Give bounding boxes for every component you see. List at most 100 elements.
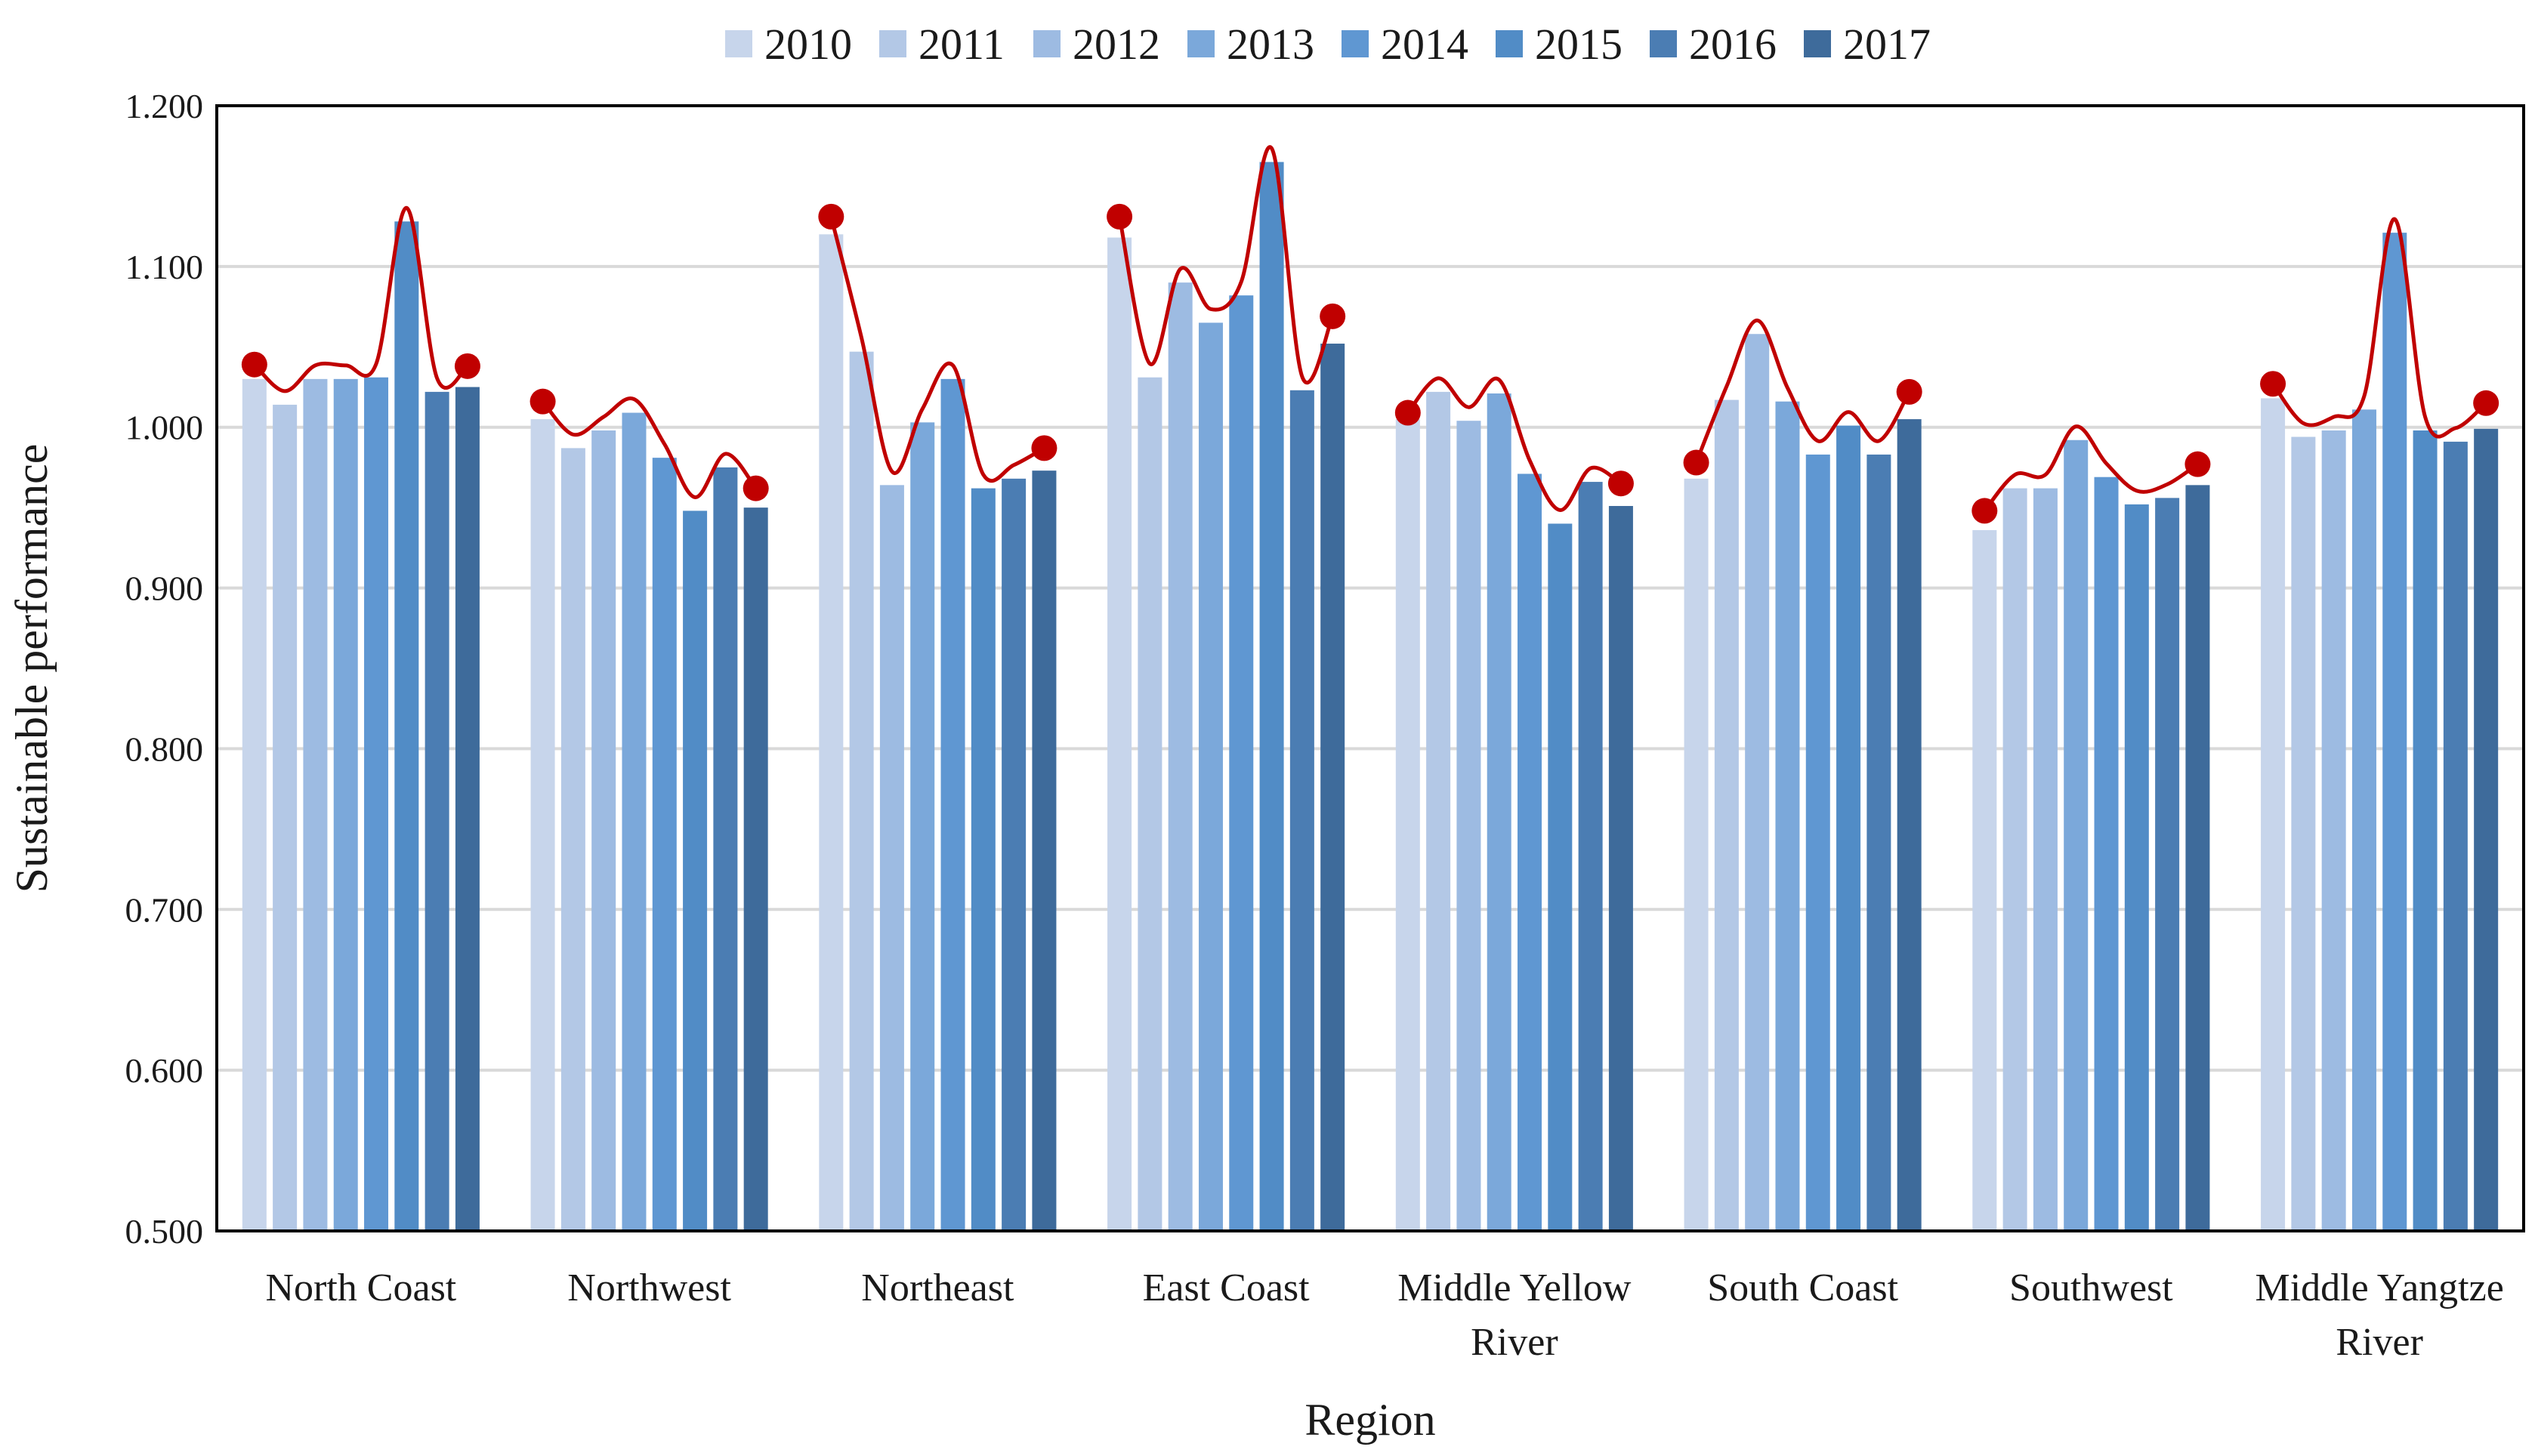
bar-2013 <box>1487 393 1511 1231</box>
trend-marker-start <box>1683 449 1709 476</box>
y-tick-label: 0.700 <box>125 890 204 929</box>
trend-line <box>1117 145 1335 385</box>
legend-swatch-2012 <box>1033 30 1061 57</box>
bar-2011 <box>2291 436 2316 1231</box>
legend-swatch-2011 <box>879 30 906 57</box>
y-tick-label: 1.200 <box>125 87 204 125</box>
x-category-label: River <box>1471 1321 1558 1364</box>
legend-label-2012: 2012 <box>1073 20 1160 69</box>
trend-marker-start <box>1971 498 1998 524</box>
x-category-label: East Coast <box>1143 1266 1311 1309</box>
bar-2013 <box>333 378 358 1231</box>
x-category-label: River <box>2336 1321 2423 1364</box>
bar-group <box>242 162 2499 1232</box>
bar-2017 <box>455 387 480 1231</box>
legend-label-2013: 2013 <box>1227 20 1314 69</box>
legend-label-2014: 2014 <box>1381 20 1468 69</box>
legend-label-2015: 2015 <box>1535 20 1623 69</box>
legend-swatch-2015 <box>1496 30 1523 57</box>
bar-2016 <box>713 467 738 1231</box>
y-axis-ticks: 0.500 0.600 0.700 0.800 0.900 1.000 1.100 1.200 <box>125 87 204 1251</box>
trend-line <box>1983 424 2199 513</box>
bar-2016 <box>1866 454 1891 1231</box>
trend-marker-end <box>454 353 480 379</box>
trend-lines <box>253 145 2487 513</box>
trend-line <box>2271 217 2487 439</box>
bar-2012 <box>1456 421 1481 1232</box>
bar-2015 <box>1548 523 1573 1231</box>
bar-2015 <box>2124 504 2149 1231</box>
legend-swatch-2014 <box>1342 30 1369 57</box>
trend-marker-start <box>241 351 267 378</box>
y-tick-label: 1.100 <box>125 248 204 286</box>
bar-2016 <box>1289 390 1314 1232</box>
legend-label-2011: 2011 <box>919 20 1005 69</box>
bar-2012 <box>303 378 328 1231</box>
legend-swatch-2013 <box>1187 30 1215 57</box>
bar-2015 <box>683 511 708 1231</box>
bar-2013 <box>910 422 935 1231</box>
trend-line <box>253 205 469 393</box>
bar-2014 <box>652 458 677 1231</box>
bar-2017 <box>743 507 768 1231</box>
x-axis-label: Region <box>1305 1395 1435 1445</box>
bar-2010 <box>242 378 267 1231</box>
bar-2010 <box>1972 529 1997 1231</box>
bar-2011 <box>2002 488 2027 1231</box>
trend-line <box>541 396 758 499</box>
bar-2010 <box>1395 419 1420 1231</box>
bar-2015 <box>971 488 996 1231</box>
x-category-label: Southwest <box>2009 1266 2173 1309</box>
trend-marker-start <box>2260 371 2286 397</box>
y-tick-label: 0.800 <box>125 730 204 768</box>
bar-2012 <box>879 485 904 1231</box>
bar-2010 <box>530 419 555 1231</box>
bar-2015 <box>1259 162 1284 1231</box>
trend-marker-end <box>743 475 769 501</box>
legend-label-2017: 2017 <box>1843 20 1931 69</box>
bar-2017 <box>1320 344 1345 1231</box>
bar-2014 <box>364 377 389 1232</box>
bar-2011 <box>1138 377 1162 1232</box>
bar-2016 <box>2443 441 2468 1232</box>
bar-2012 <box>1168 282 1193 1232</box>
trend-line <box>1406 376 1623 512</box>
bar-2010 <box>819 234 844 1232</box>
bar-2011 <box>1426 391 1451 1231</box>
trend-marker-end <box>1896 378 1922 405</box>
x-category-label: North Coast <box>265 1266 456 1309</box>
bar-2015 <box>394 221 419 1232</box>
bar-2012 <box>1745 334 1770 1232</box>
y-axis-label: Sustainable performance <box>7 444 57 893</box>
bar-2015 <box>1836 425 1861 1231</box>
bar-2016 <box>1578 482 1603 1231</box>
bar-2011 <box>560 448 585 1231</box>
bar-2017 <box>1897 419 1922 1231</box>
bar-2011 <box>1714 399 1739 1231</box>
bar-2017 <box>1032 470 1057 1231</box>
bar-2011 <box>273 404 298 1231</box>
legend-swatch-2016 <box>1650 30 1677 57</box>
trend-marker-end <box>1607 470 1634 497</box>
bar-2017 <box>2474 428 2499 1232</box>
trend-line <box>829 216 1045 483</box>
trend-marker-start <box>1394 399 1421 426</box>
x-category-label: Middle Yangtze <box>2255 1266 2503 1309</box>
bar-2010 <box>2261 398 2286 1231</box>
trend-marker-end <box>1031 435 1058 461</box>
bar-2010 <box>1107 237 1132 1231</box>
y-tick-label: 0.600 <box>125 1051 204 1090</box>
bar-2014 <box>940 378 965 1231</box>
bar-2016 <box>1002 478 1027 1231</box>
bar-2010 <box>1684 478 1709 1231</box>
x-category-label: Northeast <box>861 1266 1014 1309</box>
bar-2013 <box>1775 401 1800 1231</box>
bar-2013 <box>2351 409 2376 1231</box>
x-axis-categories: North Coast Northwest Northeast East Coast M… <box>265 1266 2503 1364</box>
trend-marker-start <box>1107 203 1133 230</box>
legend-swatch-2010 <box>725 30 752 57</box>
bar-2017 <box>2185 485 2210 1231</box>
trend-markers <box>241 203 2499 524</box>
legend-label-2016: 2016 <box>1689 20 1777 69</box>
